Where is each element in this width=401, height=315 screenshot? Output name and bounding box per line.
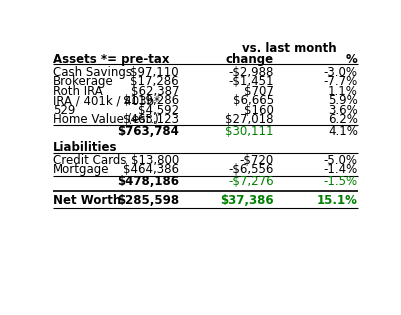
- Text: Net Worth: Net Worth: [53, 194, 122, 207]
- Text: -3.0%: -3.0%: [324, 66, 358, 79]
- Text: Brokerage: Brokerage: [53, 76, 114, 89]
- Text: $17,286: $17,286: [130, 76, 179, 89]
- Text: $464,386: $464,386: [123, 163, 179, 176]
- Text: Cash Savings: Cash Savings: [53, 66, 132, 79]
- Text: Assets *= pre-tax: Assets *= pre-tax: [53, 53, 170, 66]
- Text: -$1,451: -$1,451: [229, 76, 274, 89]
- Text: Roth IRA: Roth IRA: [53, 85, 103, 98]
- Text: change: change: [226, 53, 274, 66]
- Text: $285,598: $285,598: [117, 194, 179, 207]
- Text: $30,111: $30,111: [225, 125, 274, 138]
- Text: %: %: [346, 53, 358, 66]
- Text: IRA / 401k / 403b*: IRA / 401k / 403b*: [53, 94, 160, 107]
- Text: -7.7%: -7.7%: [324, 76, 358, 89]
- Text: $463,123: $463,123: [123, 113, 179, 126]
- Text: 6.2%: 6.2%: [328, 113, 358, 126]
- Text: $160: $160: [244, 104, 274, 117]
- Text: Mortgage: Mortgage: [53, 163, 110, 176]
- Text: 4.1%: 4.1%: [328, 125, 358, 138]
- Text: 15.1%: 15.1%: [317, 194, 358, 207]
- Text: -$2,988: -$2,988: [229, 66, 274, 79]
- Text: $4,592: $4,592: [138, 104, 179, 117]
- Text: vs. last month: vs. last month: [242, 42, 337, 55]
- Text: Home Value (est.): Home Value (est.): [53, 113, 159, 126]
- Text: $27,018: $27,018: [225, 113, 274, 126]
- Text: 529: 529: [53, 104, 76, 117]
- Text: -$7,276: -$7,276: [228, 175, 274, 188]
- Text: Credit Cards: Credit Cards: [53, 154, 127, 167]
- Text: $6,665: $6,665: [233, 94, 274, 107]
- Text: -1.5%: -1.5%: [324, 175, 358, 188]
- Text: $119,286: $119,286: [123, 94, 179, 107]
- Text: 3.6%: 3.6%: [328, 104, 358, 117]
- Text: Liabilities: Liabilities: [53, 141, 118, 154]
- Text: 5.9%: 5.9%: [328, 94, 358, 107]
- Text: $37,386: $37,386: [220, 194, 274, 207]
- Text: $13,800: $13,800: [131, 154, 179, 167]
- Text: -$720: -$720: [240, 154, 274, 167]
- Text: $707: $707: [244, 85, 274, 98]
- Text: $97,110: $97,110: [130, 66, 179, 79]
- Text: -5.0%: -5.0%: [324, 154, 358, 167]
- Text: $763,784: $763,784: [117, 125, 179, 138]
- Text: 1.1%: 1.1%: [328, 85, 358, 98]
- Text: -$6,556: -$6,556: [229, 163, 274, 176]
- Text: $62,387: $62,387: [131, 85, 179, 98]
- Text: $478,186: $478,186: [117, 175, 179, 188]
- Text: -1.4%: -1.4%: [324, 163, 358, 176]
